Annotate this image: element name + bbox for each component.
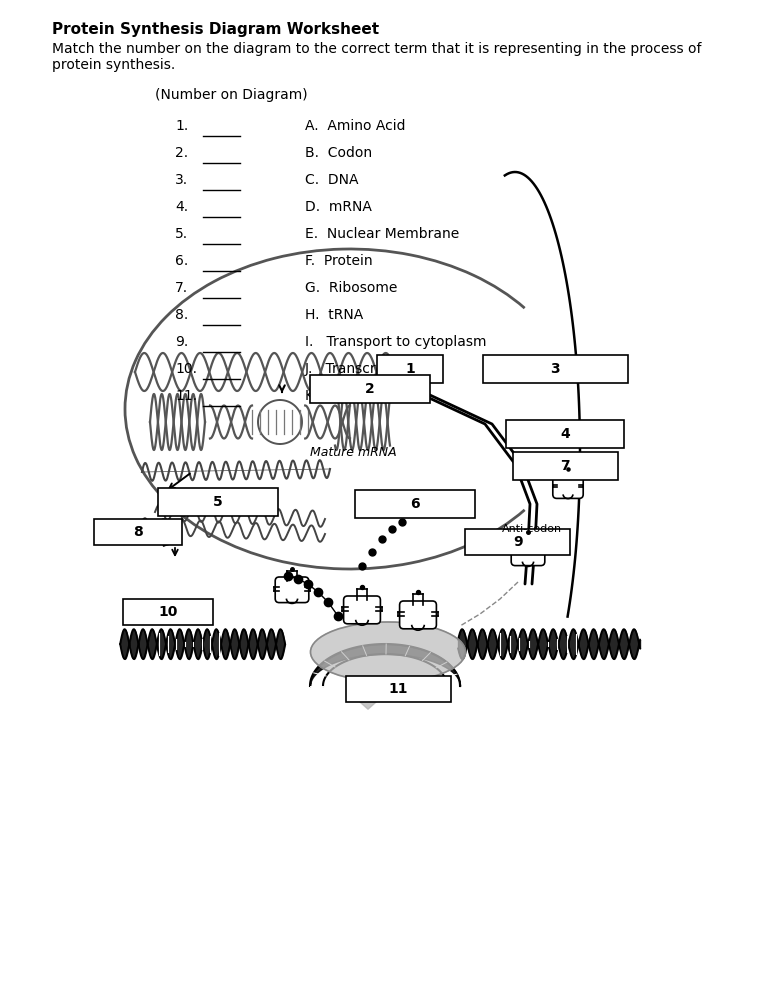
Text: 11: 11 — [389, 682, 408, 696]
Text: Anti-codon: Anti-codon — [502, 524, 562, 534]
FancyBboxPatch shape — [275, 577, 309, 602]
Text: I.   Transport to cytoplasm: I. Transport to cytoplasm — [305, 335, 486, 349]
Text: E.  Nuclear Membrane: E. Nuclear Membrane — [305, 227, 459, 241]
Text: 7.: 7. — [175, 281, 188, 295]
Text: 9: 9 — [513, 535, 523, 549]
FancyBboxPatch shape — [512, 452, 617, 480]
Text: J.   Transcription: J. Transcription — [305, 362, 416, 376]
FancyBboxPatch shape — [482, 355, 627, 383]
FancyBboxPatch shape — [465, 529, 571, 555]
Text: Match the number on the diagram to the correct term that it is representing in t: Match the number on the diagram to the c… — [52, 42, 701, 73]
FancyBboxPatch shape — [343, 596, 380, 624]
Text: G.  Ribosome: G. Ribosome — [305, 281, 397, 295]
Text: Protein Synthesis Diagram Worksheet: Protein Synthesis Diagram Worksheet — [52, 22, 379, 37]
Text: D.  mRNA: D. mRNA — [305, 200, 372, 214]
Text: 5.: 5. — [175, 227, 188, 241]
FancyBboxPatch shape — [123, 599, 213, 625]
Text: 10.: 10. — [175, 362, 197, 376]
Text: 10: 10 — [158, 605, 177, 619]
FancyBboxPatch shape — [355, 490, 475, 518]
FancyArrowPatch shape — [356, 679, 380, 710]
FancyBboxPatch shape — [399, 601, 436, 629]
FancyBboxPatch shape — [158, 488, 278, 516]
Text: 3.: 3. — [175, 173, 188, 187]
Text: 8.: 8. — [175, 308, 188, 322]
FancyBboxPatch shape — [506, 420, 624, 448]
Ellipse shape — [310, 622, 465, 682]
Text: B.  Codon: B. Codon — [305, 146, 372, 160]
Text: Mature mRNA: Mature mRNA — [310, 445, 396, 458]
FancyBboxPatch shape — [378, 355, 442, 383]
Text: (Number on Diagram): (Number on Diagram) — [155, 88, 308, 102]
FancyBboxPatch shape — [553, 475, 583, 498]
FancyBboxPatch shape — [346, 676, 451, 702]
Text: 2.: 2. — [175, 146, 188, 160]
Text: 1.: 1. — [175, 119, 188, 133]
Text: K.  Translation: K. Translation — [305, 389, 403, 403]
Text: 6: 6 — [410, 497, 420, 511]
Text: 9.: 9. — [175, 335, 188, 349]
FancyBboxPatch shape — [511, 540, 545, 566]
Text: 7: 7 — [560, 459, 570, 473]
FancyBboxPatch shape — [310, 375, 430, 403]
Text: 4: 4 — [560, 427, 570, 441]
Text: 5: 5 — [214, 495, 223, 509]
Text: 1: 1 — [406, 362, 415, 376]
Text: 2: 2 — [365, 382, 375, 396]
FancyBboxPatch shape — [94, 519, 182, 545]
Text: F.  Protein: F. Protein — [305, 254, 372, 268]
Text: 8: 8 — [133, 525, 143, 539]
Text: 3: 3 — [550, 362, 560, 376]
Text: 11.: 11. — [175, 389, 197, 403]
Text: 6.: 6. — [175, 254, 188, 268]
Text: H.  tRNA: H. tRNA — [305, 308, 363, 322]
Text: A.  Amino Acid: A. Amino Acid — [305, 119, 406, 133]
Text: 4.: 4. — [175, 200, 188, 214]
Text: C.  DNA: C. DNA — [305, 173, 359, 187]
